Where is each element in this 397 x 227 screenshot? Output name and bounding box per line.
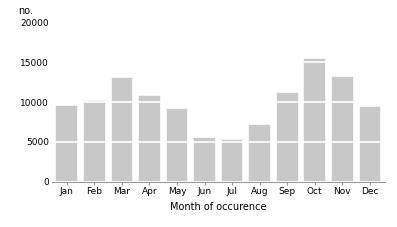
Bar [249,125,270,182]
Bar [167,109,187,182]
Text: no.: no. [18,6,33,16]
Bar [56,106,77,182]
Bar [332,77,353,182]
Bar [194,138,215,182]
Bar [84,101,105,182]
Bar [360,107,380,182]
Bar [222,140,243,182]
Bar [277,93,298,182]
X-axis label: Month of occurence: Month of occurence [170,202,267,212]
Bar [139,96,160,182]
Bar [112,77,132,182]
Bar [304,59,325,182]
